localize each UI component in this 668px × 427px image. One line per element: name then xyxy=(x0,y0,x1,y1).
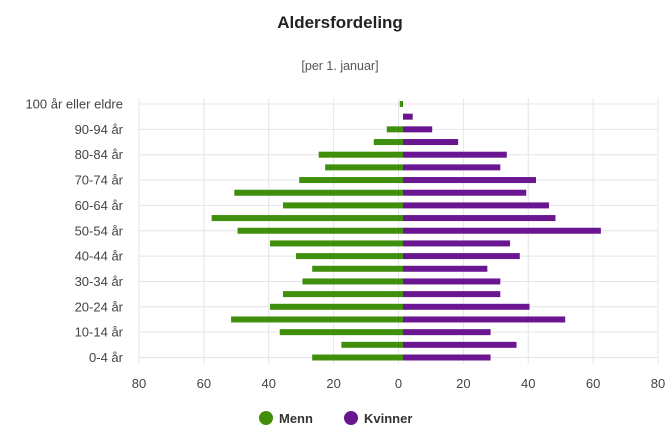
y-tick-label: 50-54 år xyxy=(75,223,124,238)
y-tick-label: 40-44 år xyxy=(75,249,124,264)
bars xyxy=(211,101,601,361)
y-tick-label: 80-84 år xyxy=(75,147,124,162)
bar-kvinner[interactable] xyxy=(403,354,491,361)
bar-menn[interactable] xyxy=(299,177,403,184)
bar-kvinner[interactable] xyxy=(403,240,511,247)
bar-menn[interactable] xyxy=(231,316,403,323)
chart-title: Aldersfordeling xyxy=(277,13,403,32)
x-tick-label: 80 xyxy=(651,376,665,391)
y-tick-label: 60-64 år xyxy=(75,198,124,213)
bar-kvinner[interactable] xyxy=(403,278,501,285)
x-tick-label: 60 xyxy=(197,376,211,391)
bar-kvinner[interactable] xyxy=(403,215,556,222)
legend-marker-icon xyxy=(344,411,358,425)
bar-menn[interactable] xyxy=(282,291,403,298)
bar-kvinner[interactable] xyxy=(403,253,520,260)
bar-kvinner[interactable] xyxy=(403,202,549,209)
bar-menn[interactable] xyxy=(279,329,403,336)
y-tick-label: 20-24 år xyxy=(75,299,124,314)
bar-kvinner[interactable] xyxy=(403,316,566,323)
x-tick-label: 60 xyxy=(586,376,600,391)
chart-subtitle: [per 1. januar] xyxy=(301,59,378,73)
bar-kvinner[interactable] xyxy=(403,189,527,196)
bar-kvinner[interactable] xyxy=(403,113,413,120)
legend[interactable]: Menn Kvinner xyxy=(259,411,412,426)
legend-label: Menn xyxy=(279,411,313,426)
bar-menn[interactable] xyxy=(399,101,403,107)
bar-menn[interactable] xyxy=(325,164,403,171)
bar-menn[interactable] xyxy=(211,215,403,222)
bar-kvinner[interactable] xyxy=(403,177,536,184)
bar-menn[interactable] xyxy=(270,303,403,310)
bar-kvinner[interactable] xyxy=(403,291,501,298)
x-axis-tick-labels: 80 60 40 20 0 20 40 60 80 xyxy=(132,376,665,391)
y-axis-tick-labels: 0-4 år 10-14 år 20-24 år 30-34 år 40-44 år 50… xyxy=(25,97,123,366)
bar-menn[interactable] xyxy=(318,151,403,158)
bar-kvinner[interactable] xyxy=(403,151,507,158)
x-tick-label: 40 xyxy=(262,376,276,391)
y-tick-label: 90-94 år xyxy=(75,122,124,137)
bar-menn[interactable] xyxy=(295,253,403,260)
bar-kvinner[interactable] xyxy=(403,329,491,336)
y-tick-label: 10-14 år xyxy=(75,325,124,340)
y-tick-label: 0-4 år xyxy=(89,350,124,365)
bar-kvinner[interactable] xyxy=(403,139,459,146)
bar-menn[interactable] xyxy=(302,278,403,285)
bar-kvinner[interactable] xyxy=(403,265,488,272)
bar-menn[interactable] xyxy=(312,265,403,272)
x-tick-label: 20 xyxy=(326,376,340,391)
bar-menn[interactable] xyxy=(373,139,403,146)
y-tick-label: 100 år eller eldre xyxy=(25,97,123,112)
x-tick-label: 40 xyxy=(521,376,535,391)
legend-item-kvinner[interactable]: Kvinner xyxy=(344,411,412,426)
x-tick-label: 80 xyxy=(132,376,146,391)
legend-label: Kvinner xyxy=(364,411,412,426)
x-tick-label: 20 xyxy=(456,376,470,391)
bar-menn[interactable] xyxy=(312,354,403,361)
bar-menn[interactable] xyxy=(237,227,403,234)
bar-menn[interactable] xyxy=(234,189,403,196)
bar-menn[interactable] xyxy=(282,202,403,209)
bar-kvinner[interactable] xyxy=(403,164,501,171)
legend-marker-icon xyxy=(259,411,273,425)
bar-kvinner[interactable] xyxy=(403,227,601,234)
bar-kvinner[interactable] xyxy=(403,126,433,133)
legend-item-menn[interactable]: Menn xyxy=(259,411,313,426)
bar-menn[interactable] xyxy=(386,126,403,133)
y-tick-label: 30-34 år xyxy=(75,274,124,289)
bar-menn[interactable] xyxy=(270,240,403,247)
bar-menn[interactable] xyxy=(341,341,403,348)
bar-kvinner[interactable] xyxy=(403,341,517,348)
bar-kvinner[interactable] xyxy=(403,303,530,310)
x-tick-label: 0 xyxy=(395,376,402,391)
y-tick-label: 70-74 år xyxy=(75,173,124,188)
